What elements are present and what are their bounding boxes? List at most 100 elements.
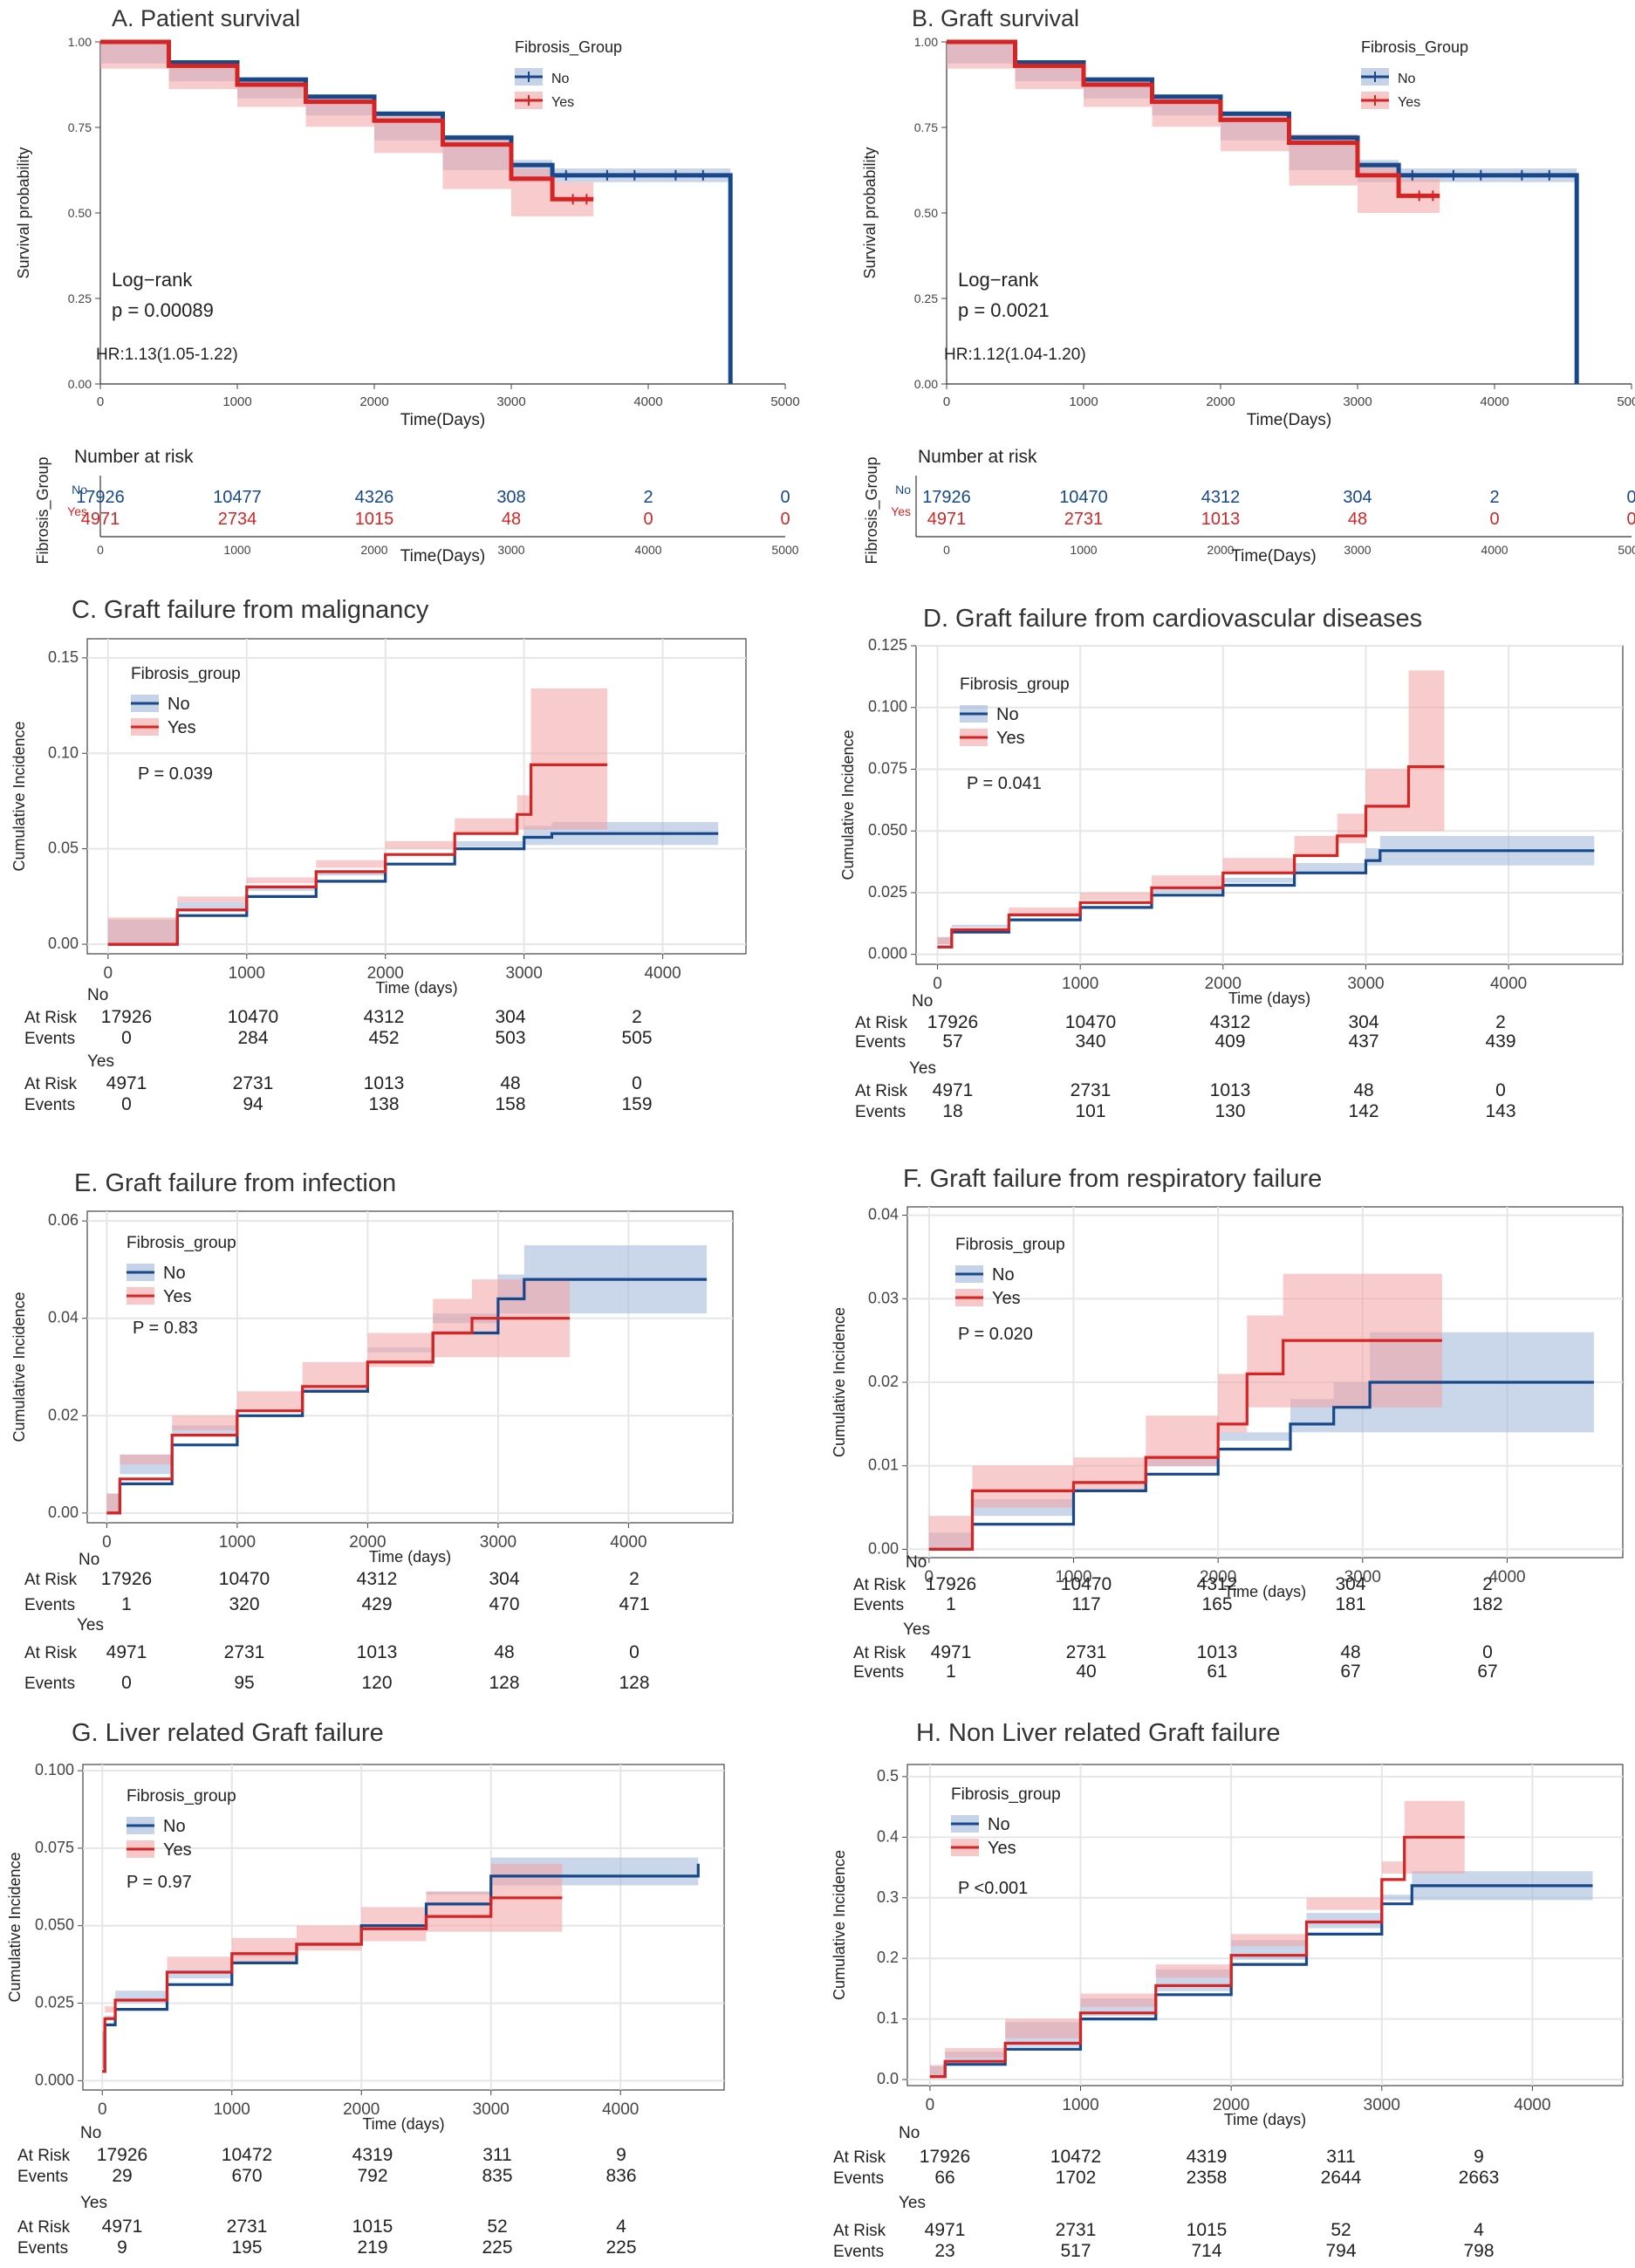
legend-label-yes: Yes <box>163 1287 192 1306</box>
risk-row-name: Events <box>24 1096 75 1114</box>
risk-value: 437 <box>1348 1031 1378 1052</box>
risk-axis-title: Fibrosis_Group <box>863 456 881 564</box>
risk-value: 503 <box>495 1028 525 1048</box>
risk-value: 2731 <box>1066 1642 1107 1662</box>
risk-value: 792 <box>357 2166 387 2186</box>
risk-value: 452 <box>368 1028 399 1048</box>
legend-label-no: No <box>992 1265 1015 1285</box>
risk-group-label: Yes <box>77 1616 104 1634</box>
annotation: P <0.001 <box>958 1879 1028 1898</box>
risk-value: 4971 <box>925 2220 966 2240</box>
ci-band-no <box>947 42 1577 384</box>
risk-value: 0 <box>632 1073 642 1093</box>
y-axis-title: Cumulative Incidence <box>839 730 857 880</box>
risk-value: 2 <box>629 1569 640 1589</box>
risk-value: 0 <box>1626 488 1635 507</box>
risk-value: 4312 <box>364 1007 405 1027</box>
risk-value: 2 <box>643 488 653 507</box>
risk-value: 4971 <box>927 510 967 529</box>
risk-row-name: At Risk <box>24 1009 78 1027</box>
risk-value: 2 <box>632 1007 642 1027</box>
legend-label-no: No <box>163 1817 186 1836</box>
panel-title: C. Graft failure from malignancy <box>72 596 429 624</box>
x-tick-label: 1000 <box>1055 1568 1091 1586</box>
risk-x-tick-label: 2000 <box>360 543 387 557</box>
annotation: p = 0.00089 <box>112 299 214 321</box>
x-tick-label: 3000 <box>496 394 525 409</box>
y-tick-label: 0.075 <box>35 1839 74 1856</box>
risk-value: 17926 <box>97 2145 147 2165</box>
x-tick-label: 5000 <box>1617 394 1635 409</box>
risk-value: 714 <box>1191 2241 1221 2261</box>
legend-label-no: No <box>996 705 1019 724</box>
risk-value: 17926 <box>922 488 971 507</box>
risk-row-name: At Risk <box>855 1082 908 1100</box>
x-tick-label: 2000 <box>343 2100 380 2119</box>
risk-value: 470 <box>489 1594 519 1614</box>
risk-value: 17926 <box>101 1569 152 1589</box>
risk-value: 0 <box>121 1094 132 1114</box>
risk-value: 9 <box>117 2237 127 2258</box>
risk-value: 0 <box>780 488 790 507</box>
x-tick-label: 2000 <box>359 394 388 409</box>
y-tick-label: 0.25 <box>68 291 92 305</box>
risk-value: 40 <box>1076 1662 1096 1682</box>
y-tick-label: 0.04 <box>868 1206 899 1223</box>
risk-value: 182 <box>1472 1594 1502 1614</box>
panel-title: G. Liver related Graft failure <box>72 1719 384 1747</box>
series-line-no <box>106 1278 708 1515</box>
y-axis-title: Cumulative Incidence <box>831 1850 848 2000</box>
risk-value: 67 <box>1340 1662 1360 1682</box>
risk-value: 61 <box>1207 1662 1227 1682</box>
y-axis-title: Cumulative Incidence <box>10 1292 28 1442</box>
risk-row-name: At Risk <box>855 1014 908 1032</box>
risk-x-tick-label: 4000 <box>1481 543 1508 557</box>
risk-row-name: At Risk <box>17 2218 71 2237</box>
legend-title: Fibrosis_group <box>131 665 241 683</box>
x-axis-title: Time (days) <box>1224 1583 1306 1600</box>
series-line-no <box>928 1381 1594 1551</box>
ci-band-yes <box>107 688 608 945</box>
risk-value: 101 <box>1075 1101 1105 1121</box>
x-tick-label: 0 <box>104 964 113 983</box>
x-tick-label: 2000 <box>1200 1568 1236 1586</box>
y-tick-label: 0.04 <box>48 1309 79 1326</box>
risk-row-name: At Risk <box>853 1576 906 1594</box>
x-tick-label: 1000 <box>1062 2096 1098 2114</box>
risk-table-title: Number at risk <box>74 447 194 467</box>
risk-value: 409 <box>1214 1031 1245 1052</box>
risk-x-tick-label: 5000 <box>771 543 798 557</box>
risk-value: 120 <box>361 1673 392 1693</box>
risk-value: 48 <box>502 510 521 529</box>
legend-label-no: No <box>551 72 570 86</box>
risk-row-name: Events <box>833 2169 884 2188</box>
legend-label-yes: Yes <box>988 1839 1016 1858</box>
risk-value: 1 <box>946 1594 956 1614</box>
y-tick-label: 0.05 <box>48 839 79 857</box>
panel-title: A. Patient survival <box>112 5 300 31</box>
risk-value: 1013 <box>1210 1080 1251 1100</box>
x-axis-title: Time (days) <box>1228 990 1310 1007</box>
risk-value: 1015 <box>352 2217 393 2237</box>
panel-f: F. Graft failure from respiratory failur… <box>831 1165 1624 1682</box>
risk-value: 2731 <box>233 1073 274 1093</box>
annotation: Log−rank <box>958 269 1039 291</box>
risk-value: 1015 <box>1187 2220 1228 2240</box>
legend-label-no: No <box>163 1264 186 1283</box>
risk-row-name: Events <box>24 1596 75 1614</box>
risk-value: 10470 <box>1061 1574 1112 1594</box>
risk-value: 2644 <box>1321 2168 1362 2188</box>
risk-value: 2663 <box>1459 2168 1500 2188</box>
risk-value: 1013 <box>1197 1642 1238 1662</box>
legend-label-no: No <box>168 695 190 714</box>
risk-value: 4312 <box>357 1569 398 1589</box>
y-tick-label: 0.2 <box>877 1949 899 1966</box>
risk-value: 4971 <box>931 1642 972 1662</box>
risk-value: 4312 <box>1201 488 1241 507</box>
y-tick-label: 0.050 <box>35 1916 74 1934</box>
x-tick-label: 2000 <box>1206 394 1235 409</box>
legend-title: Fibrosis_group <box>951 1785 1061 1804</box>
risk-x-tick-label: 1000 <box>223 543 250 557</box>
